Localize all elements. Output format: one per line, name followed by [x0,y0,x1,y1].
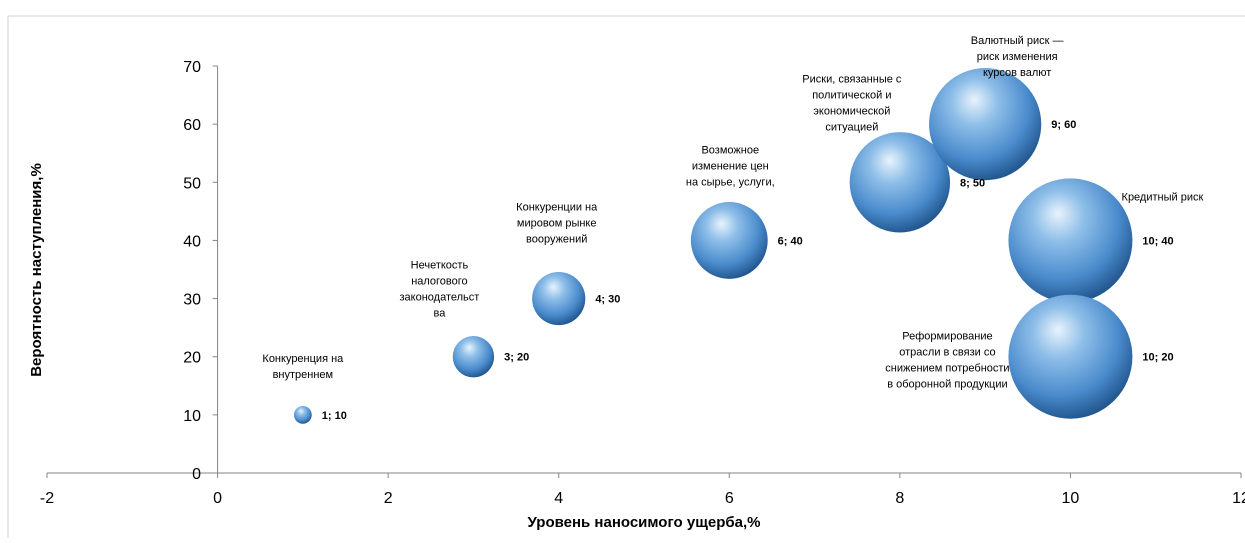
bubble-point [1008,294,1133,419]
axes: -2 0 2 4 6 8 10 12 0 10 20 30 40 50 60 70 [40,59,1245,507]
x-tick-label: 2 [384,490,393,507]
y-tick-label: 0 [192,466,201,483]
annotation-line: Нечеткость [411,260,469,272]
y-tick-label: 60 [183,117,201,134]
data-label: 10; 40 [1142,235,1173,247]
labels-layer: 1; 10 Конкуренция на внутреннем 3; 20 Нечетк… [262,35,1203,422]
x-tick-label: -2 [40,490,54,507]
x-axis-title: Уровень наносимого ущерба,% [528,514,761,531]
annotation-line: Возможное [701,144,759,156]
data-label: 3; 20 [504,352,529,364]
bubbles-layer [293,68,1133,424]
point-annotation: Конкуренция на внутреннем [262,353,344,381]
annotation-line: вооружений [526,234,587,246]
y-tick-label: 20 [183,350,201,367]
annotation-line: ва [434,308,447,320]
annotation-line: Кредитный риск [1122,191,1204,203]
annotation-line: в оборонной продукции [887,379,1007,391]
point-annotation: Кредитный риск [1122,191,1204,203]
data-label: 10; 20 [1142,352,1173,364]
point-annotation: Риски, связанные с политической и экономич… [802,73,902,133]
annotation-line: снижением потребности [885,363,1009,375]
x-tick-label: 12 [1232,490,1245,507]
annotation-line: отрасли в связи со [899,347,995,359]
annotation-line: налогового [411,276,467,288]
point-annotation: Нечеткость налогового законодательст ва [400,260,480,320]
y-tick-label: 70 [183,59,201,76]
x-tick-label: 4 [554,490,563,507]
data-label: 8; 50 [960,177,985,189]
y-tick-label: 40 [183,233,201,250]
y-tick-label: 30 [183,292,201,309]
annotation-line: законодательст [400,292,480,304]
annotation-line: политической и [812,89,891,101]
bubble-point [690,202,768,279]
annotation-line: риск изменения [977,51,1058,63]
annotation-line: на сырье, услуги, [686,176,775,188]
point-annotation: Возможное изменение цен на сырье, услуги, [686,144,775,188]
annotation-line: Риски, связанные с [802,73,902,85]
bubble-point [1008,178,1133,303]
y-tick-label: 50 [183,175,201,192]
data-label: 4; 30 [595,294,620,306]
x-tick-label: 0 [213,490,222,507]
annotation-line: Реформирование [902,331,992,343]
annotation-line: внутреннем [273,369,334,381]
point-annotation: Реформирование отрасли в связи со снижение… [885,331,1009,391]
annotation-line: ситуацией [825,121,878,133]
x-tick-label: 8 [895,490,904,507]
annotation-line: экономической [813,105,890,117]
data-label: 1; 10 [322,410,347,422]
annotation-line: Валютный риск — [971,35,1064,47]
annotation-line: изменение цен [692,160,769,172]
data-label: 9; 60 [1051,119,1076,131]
y-tick-label: 10 [183,408,201,425]
point-annotation: Конкуренции на мировом рынке вооружений [516,202,598,246]
annotation-line: Конкуренции на [516,202,598,214]
bubble-point [532,271,586,326]
annotation-line: курсов валют [983,67,1051,79]
bubble-point [929,68,1042,181]
data-label: 6; 40 [778,235,803,247]
annotation-line: мировом рынке [517,218,597,230]
bubble-point [452,336,495,378]
x-tick-label: 10 [1062,490,1080,507]
y-axis-title: Вероятность наступления,% [28,163,45,377]
x-tick-label: 6 [725,490,734,507]
annotation-line: Конкуренция на [262,353,344,365]
bubble-point [849,132,951,233]
point-annotation: Валютный риск — риск изменения курсов валю… [971,35,1064,79]
bubble-point [293,405,312,424]
